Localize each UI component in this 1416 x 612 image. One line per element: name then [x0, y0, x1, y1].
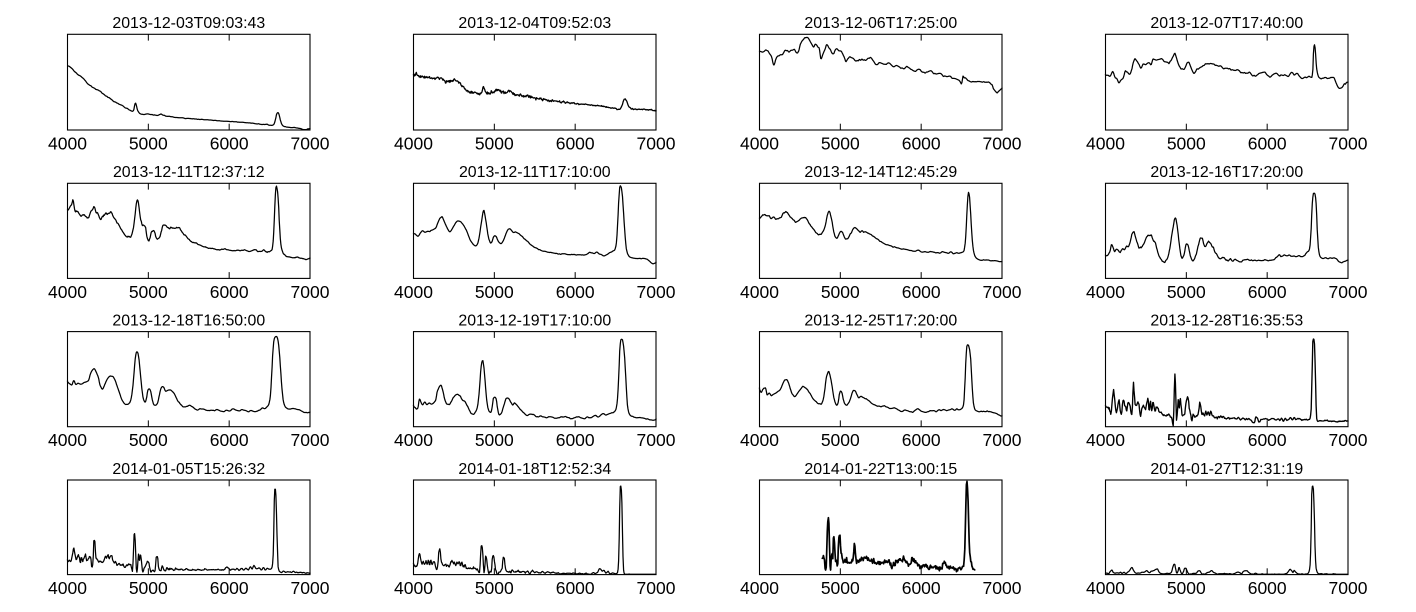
svg-text:4000: 4000 — [394, 430, 433, 450]
svg-text:4000: 4000 — [1086, 134, 1125, 154]
svg-text:7000: 7000 — [983, 430, 1022, 450]
svg-text:2013-12-25T17:20:00: 2013-12-25T17:20:00 — [804, 312, 957, 329]
svg-text:5000: 5000 — [1167, 430, 1206, 450]
svg-text:5000: 5000 — [129, 430, 168, 450]
svg-text:7000: 7000 — [1329, 578, 1368, 598]
svg-text:4000: 4000 — [48, 282, 87, 302]
svg-text:2013-12-11T17:10:00: 2013-12-11T17:10:00 — [459, 164, 611, 181]
svg-text:6000: 6000 — [1248, 578, 1287, 598]
svg-text:6000: 6000 — [1248, 134, 1287, 154]
svg-text:7000: 7000 — [637, 134, 676, 154]
svg-text:4000: 4000 — [394, 134, 433, 154]
svg-text:7000: 7000 — [291, 578, 330, 598]
svg-text:5000: 5000 — [475, 282, 514, 302]
svg-text:7000: 7000 — [291, 134, 330, 154]
svg-text:5000: 5000 — [821, 430, 860, 450]
svg-text:5000: 5000 — [1167, 578, 1206, 598]
svg-text:2013-12-14T12:45:29: 2013-12-14T12:45:29 — [804, 164, 957, 181]
svg-text:5000: 5000 — [129, 282, 168, 302]
svg-text:6000: 6000 — [210, 282, 249, 302]
svg-text:6000: 6000 — [210, 578, 249, 598]
svg-text:6000: 6000 — [1248, 282, 1287, 302]
svg-text:5000: 5000 — [475, 578, 514, 598]
svg-text:2014-01-22T13:00:15: 2014-01-22T13:00:15 — [804, 461, 957, 478]
svg-text:4000: 4000 — [740, 134, 779, 154]
svg-text:2013-12-06T17:25:00: 2013-12-06T17:25:00 — [804, 15, 957, 32]
svg-text:7000: 7000 — [637, 578, 676, 598]
svg-text:4000: 4000 — [394, 282, 433, 302]
svg-text:7000: 7000 — [983, 282, 1022, 302]
svg-text:2014-01-27T12:31:19: 2014-01-27T12:31:19 — [1150, 461, 1303, 478]
svg-text:6000: 6000 — [556, 578, 595, 598]
svg-text:5000: 5000 — [821, 282, 860, 302]
svg-text:4000: 4000 — [1086, 282, 1125, 302]
svg-text:7000: 7000 — [291, 282, 330, 302]
svg-text:2013-12-11T12:37:12: 2013-12-11T12:37:12 — [113, 164, 265, 181]
svg-text:7000: 7000 — [291, 430, 330, 450]
svg-text:6000: 6000 — [210, 430, 249, 450]
svg-text:7000: 7000 — [983, 134, 1022, 154]
svg-text:6000: 6000 — [1248, 430, 1287, 450]
svg-text:6000: 6000 — [902, 134, 941, 154]
svg-text:6000: 6000 — [556, 134, 595, 154]
svg-text:5000: 5000 — [1167, 282, 1206, 302]
svg-text:6000: 6000 — [902, 430, 941, 450]
svg-text:2014-01-05T15:26:32: 2014-01-05T15:26:32 — [112, 461, 265, 478]
svg-text:6000: 6000 — [556, 430, 595, 450]
svg-text:4000: 4000 — [740, 430, 779, 450]
svg-text:5000: 5000 — [475, 134, 514, 154]
svg-text:2013-12-28T16:35:53: 2013-12-28T16:35:53 — [1150, 312, 1303, 329]
svg-text:5000: 5000 — [821, 134, 860, 154]
svg-text:5000: 5000 — [475, 430, 514, 450]
svg-text:5000: 5000 — [129, 134, 168, 154]
svg-text:2013-12-03T09:03:43: 2013-12-03T09:03:43 — [112, 15, 265, 32]
svg-text:4000: 4000 — [48, 430, 87, 450]
svg-text:6000: 6000 — [210, 134, 249, 154]
svg-text:4000: 4000 — [740, 282, 779, 302]
svg-text:5000: 5000 — [129, 578, 168, 598]
svg-text:7000: 7000 — [637, 282, 676, 302]
svg-text:6000: 6000 — [556, 282, 595, 302]
svg-text:4000: 4000 — [48, 134, 87, 154]
svg-text:6000: 6000 — [902, 282, 941, 302]
svg-text:7000: 7000 — [983, 578, 1022, 598]
svg-text:2013-12-18T16:50:00: 2013-12-18T16:50:00 — [112, 312, 265, 329]
svg-text:2013-12-16T17:20:00: 2013-12-16T17:20:00 — [1150, 164, 1303, 181]
svg-text:2013-12-07T17:40:00: 2013-12-07T17:40:00 — [1150, 15, 1303, 32]
svg-text:6000: 6000 — [902, 578, 941, 598]
svg-text:5000: 5000 — [1167, 134, 1206, 154]
svg-text:4000: 4000 — [1086, 578, 1125, 598]
svg-text:4000: 4000 — [740, 578, 779, 598]
svg-text:7000: 7000 — [1329, 282, 1368, 302]
svg-text:7000: 7000 — [1329, 430, 1368, 450]
svg-text:4000: 4000 — [1086, 430, 1125, 450]
svg-text:5000: 5000 — [821, 578, 860, 598]
svg-text:7000: 7000 — [637, 430, 676, 450]
svg-text:2013-12-04T09:52:03: 2013-12-04T09:52:03 — [458, 15, 611, 32]
svg-text:7000: 7000 — [1329, 134, 1368, 154]
svg-text:2013-12-19T17:10:00: 2013-12-19T17:10:00 — [458, 312, 611, 329]
svg-text:4000: 4000 — [394, 578, 433, 598]
svg-text:4000: 4000 — [48, 578, 87, 598]
svg-text:2014-01-18T12:52:34: 2014-01-18T12:52:34 — [458, 461, 611, 478]
